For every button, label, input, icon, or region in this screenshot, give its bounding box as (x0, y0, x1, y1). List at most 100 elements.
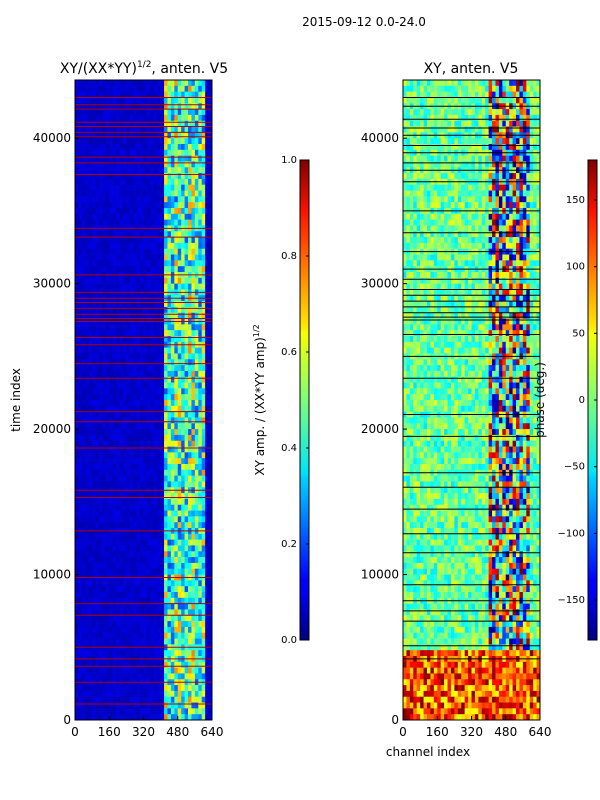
heatmap-cell (444, 138, 448, 145)
heatmap-cell (177, 673, 182, 680)
heatmap-cell (129, 237, 134, 244)
heatmap-cell (75, 615, 79, 622)
heatmap-cell (88, 504, 93, 511)
heatmap-cell (136, 306, 141, 314)
heatmap-cell (88, 562, 93, 570)
heatmap-cell (181, 370, 185, 378)
heatmap-cell (464, 97, 469, 104)
heatmap-cell (157, 330, 162, 337)
heatmap-cell (201, 80, 206, 87)
heatmap-cell (119, 400, 124, 407)
heatmap-cell (105, 347, 110, 354)
heatmap-cell (536, 120, 541, 127)
heatmap-cell (133, 126, 138, 133)
heatmap-cell (160, 621, 165, 628)
heatmap-cell (78, 231, 83, 238)
heatmap-cell (188, 597, 192, 605)
heatmap-cell (85, 464, 90, 471)
heatmap-cell (403, 138, 407, 145)
heatmap-cell (122, 388, 127, 395)
heatmap-cell (119, 638, 124, 645)
heatmap-cell (88, 621, 93, 628)
heatmap-cell (88, 155, 93, 162)
heatmap-cell (88, 219, 93, 226)
heatmap-cell (105, 452, 110, 459)
heatmap-cell (205, 667, 209, 674)
heatmap-cell (201, 248, 206, 255)
heatmap-cell (474, 126, 479, 133)
heatmap-cell (95, 103, 100, 110)
heatmap-cell (512, 120, 517, 127)
heatmap-cell (146, 458, 151, 465)
heatmap-cell (201, 539, 206, 546)
heatmap-cell (174, 551, 179, 558)
heatmap-cell (81, 516, 86, 523)
heatmap-cell (164, 685, 168, 692)
heatmap-cell (201, 184, 206, 191)
heatmap-cell (184, 202, 189, 209)
heatmap-cell (519, 138, 524, 145)
heatmap-cell (119, 708, 124, 715)
heatmap-cell (208, 114, 213, 122)
heatmap-cell (174, 213, 179, 221)
heatmap-cell (208, 359, 213, 366)
heatmap-cell (150, 498, 155, 506)
heatmap-cell (177, 638, 182, 645)
heatmap-cell (129, 173, 134, 180)
heatmap-cell (174, 161, 179, 168)
heatmap-cell (98, 568, 103, 575)
heatmap-cell (167, 609, 172, 616)
heatmap-cell (174, 114, 179, 122)
heatmap-cell (170, 545, 175, 552)
heatmap-cell (88, 522, 93, 529)
heatmap-cell (430, 126, 435, 133)
heatmap-cell (191, 330, 196, 337)
heatmap-cell (208, 347, 213, 354)
heatmap-cell (88, 690, 93, 698)
heatmap-cell (167, 615, 172, 622)
heatmap-cell (188, 638, 192, 645)
heatmap-cell (81, 144, 86, 151)
heatmap-cell (201, 667, 206, 674)
heatmap-cell (119, 690, 124, 698)
heatmap-cell (85, 586, 90, 593)
heatmap-cell (153, 91, 158, 98)
heatmap-cell (157, 149, 162, 157)
heatmap-cell (174, 306, 179, 314)
heatmap-cell (153, 638, 158, 645)
heatmap-cell (136, 208, 141, 215)
heatmap-cell (98, 266, 103, 273)
heatmap-cell (164, 417, 168, 424)
heatmap-cell (88, 464, 93, 471)
heatmap-cell (92, 690, 96, 698)
heatmap-cell (88, 551, 93, 558)
heatmap-cell (116, 365, 120, 372)
heatmap-cell (164, 242, 168, 250)
heatmap-cell (160, 533, 165, 541)
heatmap-cell (208, 231, 213, 238)
heatmap-cell (184, 353, 189, 360)
heatmap-cell (85, 708, 90, 715)
heatmap-cell (191, 359, 196, 366)
heatmap-cell (174, 178, 179, 186)
heatmap-cell (88, 365, 93, 372)
heatmap-cell (194, 464, 199, 471)
heatmap-cell (105, 417, 110, 424)
heatmap-cell (119, 464, 124, 471)
heatmap-cell (129, 405, 134, 413)
heatmap-cell (78, 510, 83, 517)
heatmap-cell (119, 126, 124, 133)
heatmap-cell (153, 237, 158, 244)
heatmap-cell (188, 219, 192, 226)
heatmap-cell (92, 580, 96, 587)
heatmap-cell (505, 126, 510, 133)
heatmap-cell (75, 592, 79, 599)
heatmap-cell (177, 539, 182, 546)
heatmap-cell (184, 522, 189, 529)
heatmap-cell (119, 149, 124, 157)
heatmap-cell (184, 493, 189, 500)
heatmap-cell (181, 138, 185, 145)
heatmap-cell (122, 114, 127, 122)
heatmap-cell (188, 702, 192, 709)
heatmap-cell (150, 359, 155, 366)
